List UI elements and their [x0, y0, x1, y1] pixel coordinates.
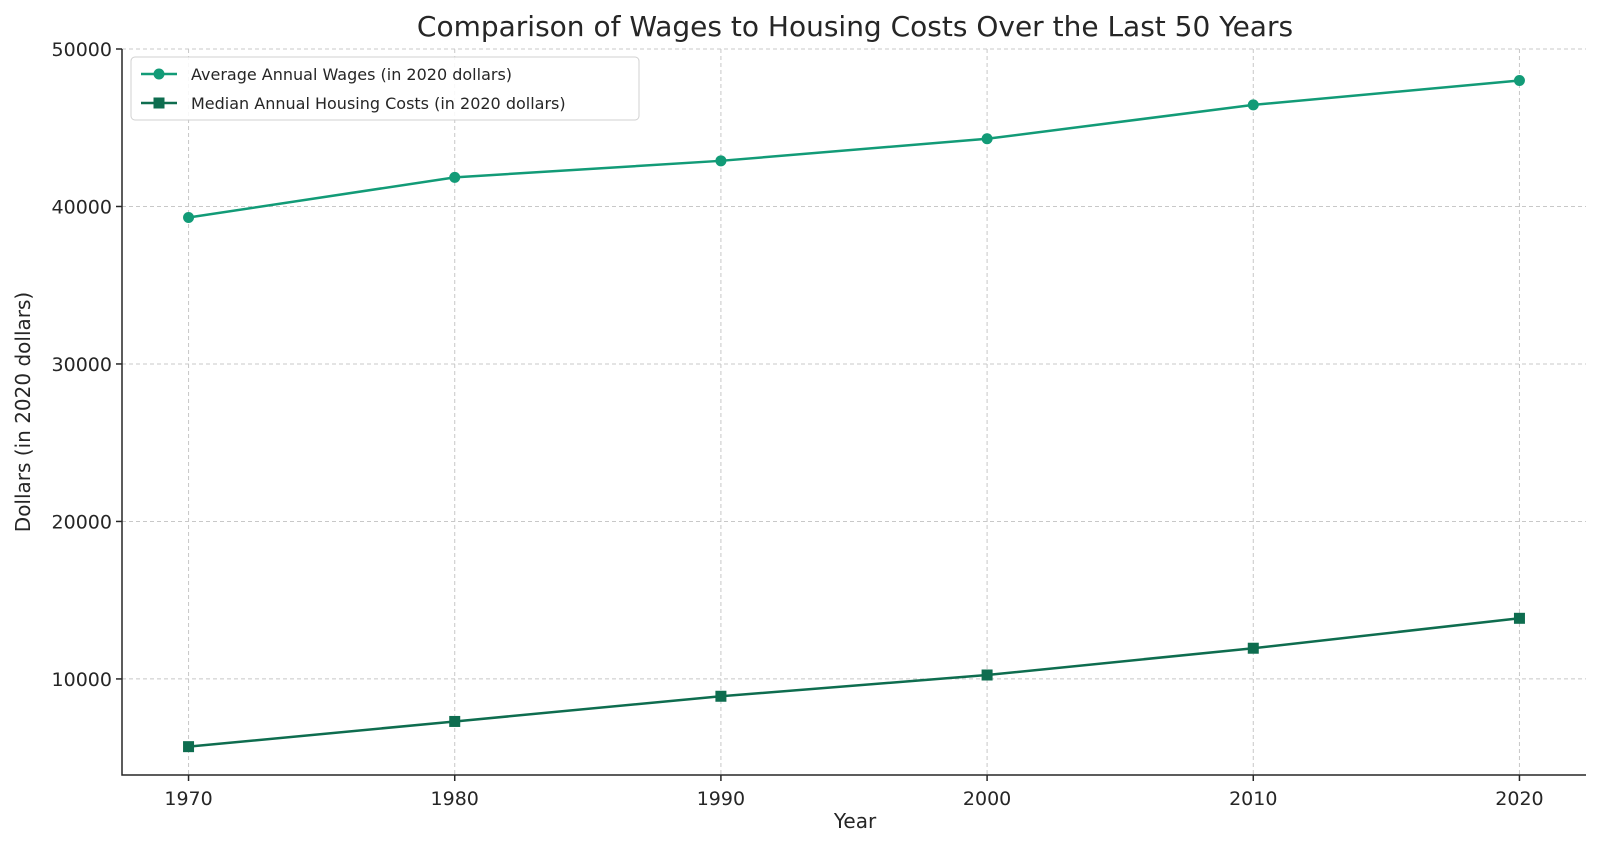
axis-spines	[121, 49, 1586, 776]
x-tick-label: 1980	[431, 788, 479, 810]
y-tick-label: 20000	[52, 511, 112, 533]
data-point-housing	[715, 690, 727, 702]
data-point-housing	[981, 669, 993, 681]
data-point-wages	[1247, 99, 1259, 111]
data-point-wages	[183, 212, 195, 224]
legend: Average Annual Wages (in 2020 dollars) Me…	[130, 56, 640, 121]
x-tick-label: 2000	[963, 788, 1011, 810]
y-tick-label: 10000	[52, 669, 112, 691]
x-tick-label: 1970	[164, 788, 212, 810]
legend-marker-housing	[153, 97, 165, 109]
data-point-housing	[183, 741, 195, 753]
grid	[122, 48, 1586, 775]
series-line-wages	[188, 79, 1520, 219]
series-line-housing	[188, 617, 1520, 748]
chart-title: Comparison of Wages to Housing Costs Ove…	[417, 10, 1293, 43]
y-tick-label: 50000	[52, 39, 112, 61]
data-point-housing	[1247, 642, 1259, 654]
data-point-housing	[449, 715, 461, 727]
axes: 1970 1980 1990 2000 2010 2020 10000 20000 30000 4…	[52, 39, 1586, 810]
data-point-wages	[981, 133, 993, 145]
data-point-wages	[449, 171, 461, 183]
legend-marker-wages	[153, 68, 165, 80]
data-point-wages	[1513, 74, 1525, 86]
data-point-housing	[1513, 612, 1525, 624]
y-axis-label: Dollars (in 2020 dollars)	[11, 292, 35, 532]
x-tick-label: 2020	[1495, 788, 1543, 810]
y-tick-label: 40000	[52, 196, 112, 218]
y-tick-label: 30000	[52, 354, 112, 376]
data-point-wages	[715, 155, 727, 167]
legend-box	[130, 56, 640, 121]
legend-label-wages: Average Annual Wages (in 2020 dollars)	[191, 65, 512, 84]
x-tick-label: 1990	[697, 788, 745, 810]
legend-label-housing: Median Annual Housing Costs (in 2020 dol…	[191, 94, 566, 113]
series-layer	[183, 74, 1525, 753]
x-axis-label: Year	[833, 809, 877, 833]
x-tick-label: 2010	[1229, 788, 1277, 810]
